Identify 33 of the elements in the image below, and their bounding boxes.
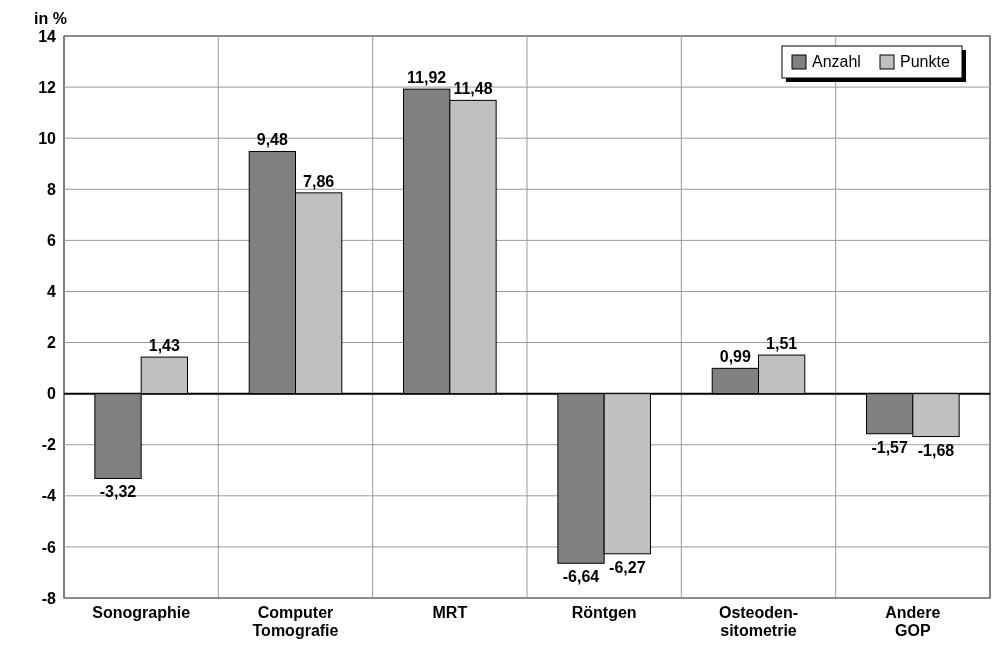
data-label: 11,48 bbox=[453, 80, 493, 98]
x-tick-label: Sonographie bbox=[92, 604, 191, 621]
data-label: -1,68 bbox=[917, 441, 955, 459]
y-tick-label: 10 bbox=[38, 129, 57, 147]
data-label: 1,51 bbox=[766, 335, 798, 353]
x-tick-label: Osteoden- sitometrie bbox=[718, 604, 799, 639]
data-label: 11,92 bbox=[407, 69, 447, 87]
data-label: 0,99 bbox=[719, 348, 752, 366]
data-label: -3,32 bbox=[99, 483, 137, 501]
data-label: -6,27 bbox=[609, 558, 646, 576]
y-tick-label: 12 bbox=[38, 78, 57, 96]
y-tick-label: 0 bbox=[47, 385, 57, 403]
y-tick-label: -6 bbox=[41, 538, 57, 556]
legend-label: Punkte bbox=[900, 53, 950, 70]
y-axis-title: in % bbox=[34, 10, 67, 27]
y-tick-label: 8 bbox=[47, 180, 57, 198]
x-tick-label: Röntgen bbox=[571, 604, 637, 621]
y-tick-label: 6 bbox=[47, 231, 57, 249]
data-label: -6,64 bbox=[562, 568, 600, 586]
y-tick-label: 14 bbox=[38, 27, 57, 45]
legend-label: Anzahl bbox=[812, 53, 861, 70]
y-tick-label: -8 bbox=[41, 589, 57, 607]
data-label: 1,43 bbox=[148, 337, 180, 355]
data-label: -1,57 bbox=[871, 438, 909, 456]
x-tick-label: Andere GOP bbox=[885, 604, 941, 639]
x-tick-label: MRT bbox=[432, 604, 468, 621]
y-tick-label: -2 bbox=[41, 436, 57, 454]
y-tick-label: 2 bbox=[47, 334, 57, 352]
data-label: 9,48 bbox=[256, 131, 289, 149]
y-tick-label: 4 bbox=[47, 283, 57, 301]
y-tick-label: -4 bbox=[41, 487, 57, 505]
data-label: 7,86 bbox=[303, 172, 335, 190]
x-tick-label: Computer Tomografie bbox=[252, 604, 339, 639]
